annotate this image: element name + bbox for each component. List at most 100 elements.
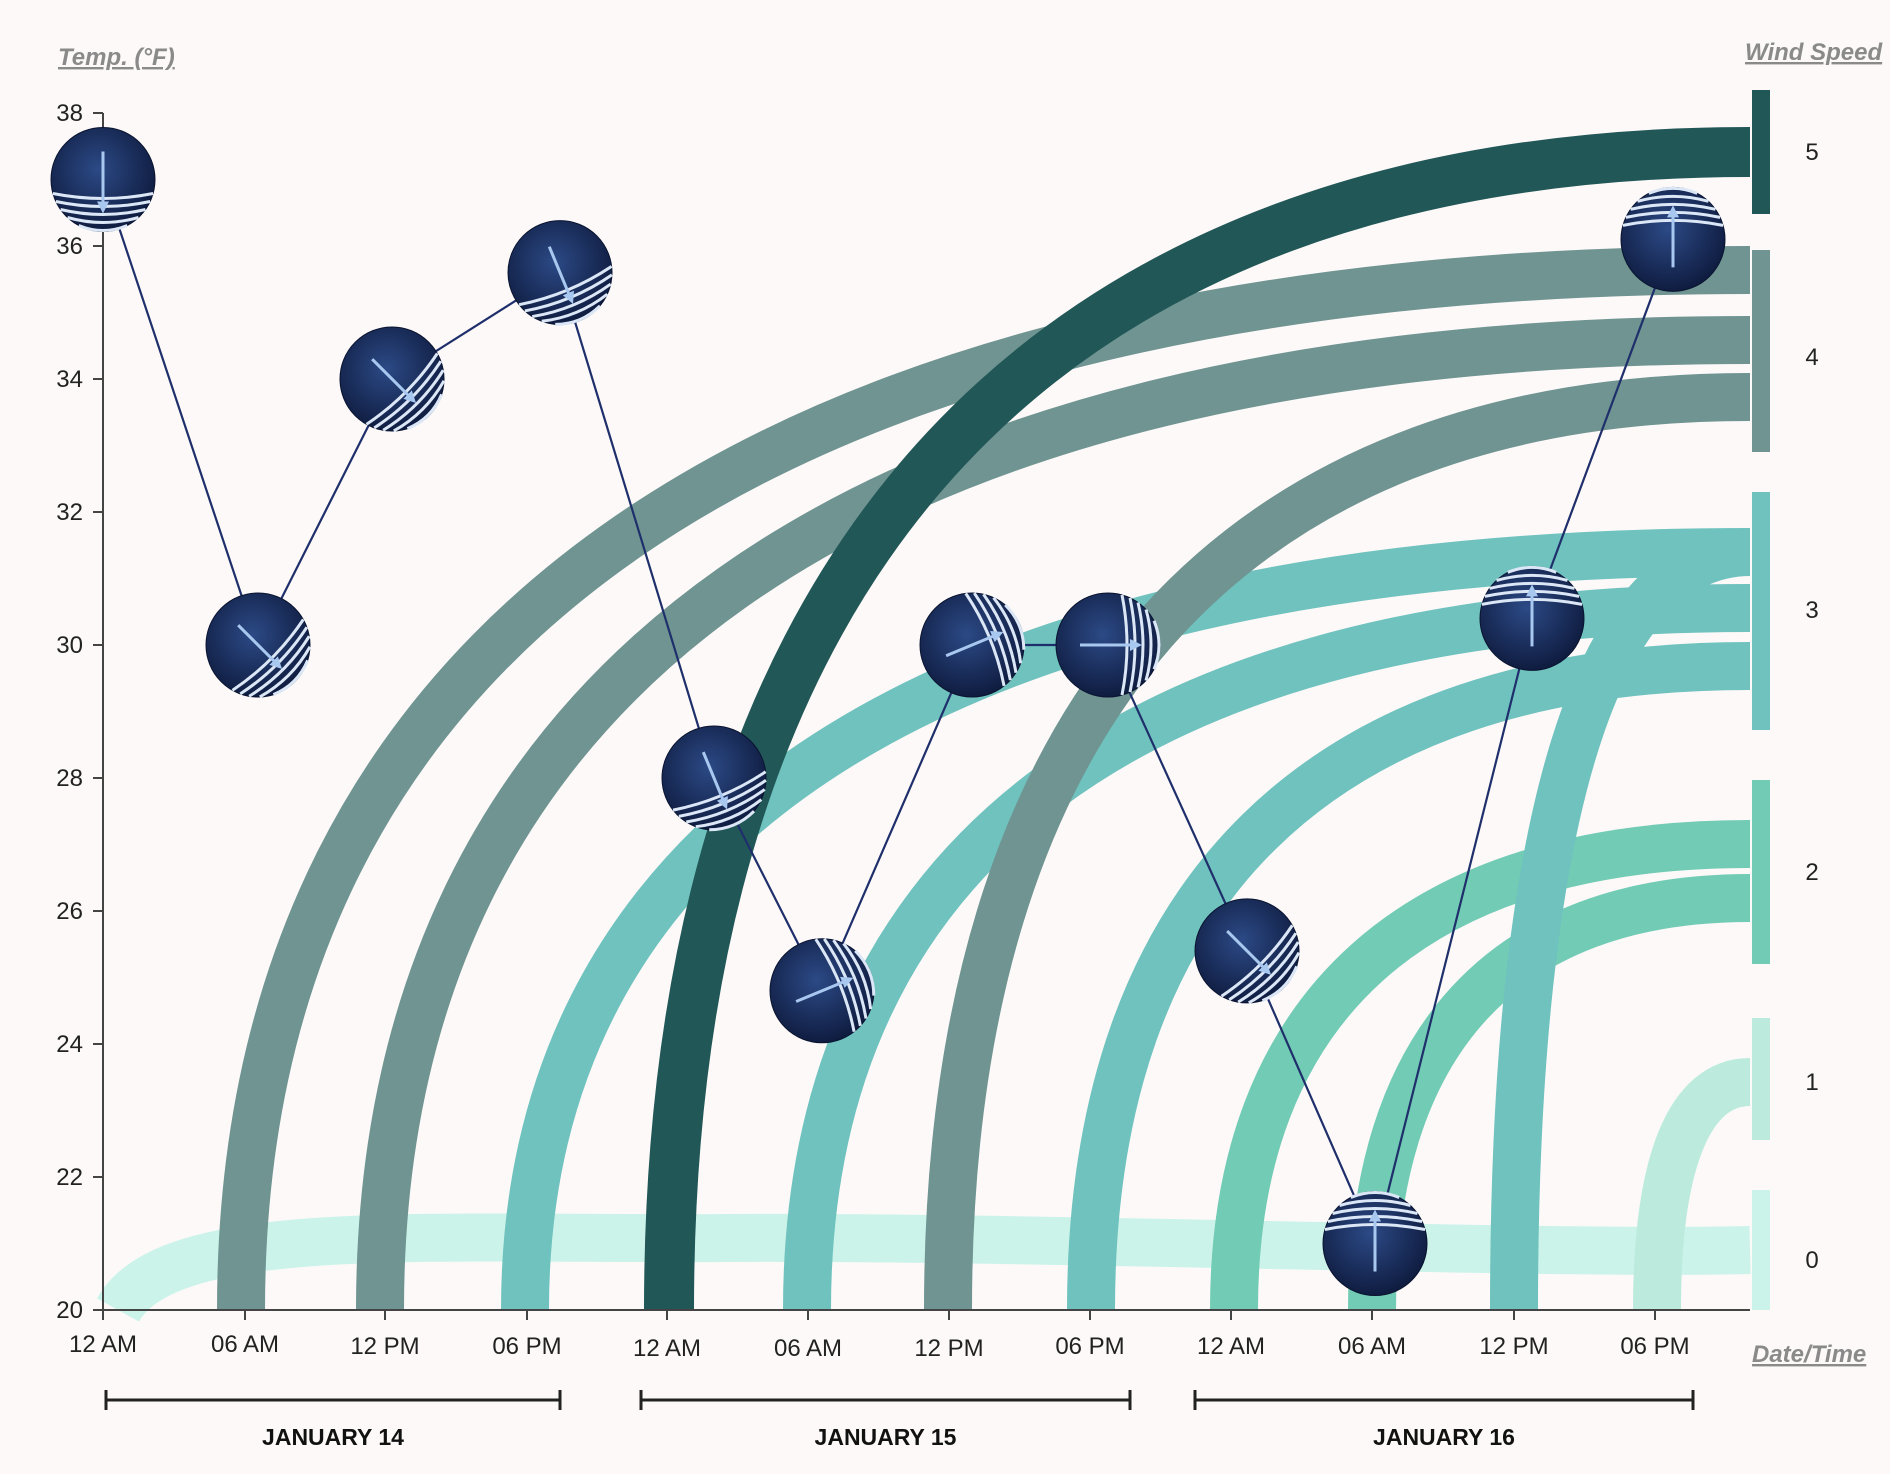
y-tick-label: 26 — [56, 898, 83, 925]
wind-direction-arrow-icon — [795, 976, 854, 1003]
wind-speed-bar — [1752, 1190, 1770, 1310]
x-tick-label: 12 PM — [914, 1335, 983, 1362]
wind-direction-arrow-icon — [701, 751, 728, 810]
x-tick-label: 06 PM — [492, 1333, 561, 1360]
wind-speed-tick-label: 0 — [1805, 1247, 1818, 1274]
wind-direction-arrow-icon — [371, 358, 417, 404]
marker-stripe — [695, 798, 763, 829]
wind-band — [217, 246, 1751, 1311]
marker-stripe — [60, 208, 146, 216]
wind-band — [356, 316, 1751, 1311]
marker-stripe — [1648, 186, 1698, 195]
y-tick-label: 34 — [56, 366, 83, 393]
marker-stripe — [1136, 602, 1145, 688]
wind-speed-bar — [1752, 250, 1770, 452]
y-axis-title: Temp. (°F) — [58, 44, 175, 71]
temperature-point-marker — [919, 592, 1026, 698]
date-group-label: JANUARY 15 — [815, 1424, 957, 1450]
y-tick-label: 38 — [56, 100, 83, 127]
temperature-point-marker — [50, 127, 156, 232]
wind-band — [644, 127, 1751, 1311]
wind-speed-bar — [1752, 492, 1770, 730]
marker-stripe — [248, 635, 311, 698]
wind-speed-tick-label: 5 — [1805, 139, 1818, 166]
x-tick-label: 06 AM — [1338, 1333, 1406, 1360]
marker-stripe — [393, 380, 446, 433]
y-tick-label: 30 — [56, 632, 83, 659]
x-axis-title: Date/Time — [1752, 1341, 1866, 1368]
marker-stripe — [854, 949, 876, 996]
marker-stripe — [1144, 609, 1153, 681]
marker-stripe — [406, 393, 444, 431]
marker-stripe — [531, 282, 612, 319]
marker-stripe — [1004, 603, 1026, 650]
temperature-point-marker — [1322, 1191, 1428, 1296]
marker-stripe — [832, 939, 868, 1019]
x-tick-label: 12 AM — [633, 1335, 701, 1362]
wind-speed-tick-label: 4 — [1805, 344, 1818, 371]
temperature-point-marker — [769, 938, 876, 1044]
y-tick-label: 32 — [56, 499, 83, 526]
y-tick-label: 20 — [56, 1297, 83, 1324]
y-tick-label: 28 — [56, 765, 83, 792]
marker-stripe — [685, 788, 766, 824]
date-group-label: JANUARY 14 — [262, 1424, 404, 1450]
marker-stripe — [541, 292, 609, 323]
wind-band — [1490, 528, 1751, 1311]
wind-speed-bar — [1752, 780, 1770, 964]
marker-stripe — [1332, 1207, 1418, 1215]
x-tick-label: 06 AM — [774, 1335, 842, 1362]
x-tick-label: 12 PM — [1479, 1333, 1548, 1360]
x-tick-label: 06 PM — [1055, 1333, 1124, 1360]
marker-stripe — [1248, 951, 1301, 1005]
marker-stripe — [842, 942, 873, 1010]
y-tick-label: 22 — [56, 1164, 83, 1191]
wind-band — [1210, 820, 1751, 1311]
temperature-point-marker — [1620, 186, 1726, 292]
temperature-point-marker — [205, 592, 312, 699]
x-tick-label: 12 AM — [1197, 1333, 1265, 1360]
temperature-point-marker — [339, 326, 446, 433]
marker-stripe — [1350, 1191, 1400, 1199]
marker-stripe — [982, 593, 1018, 674]
marker-stripe — [382, 369, 445, 432]
y-tick-label: 24 — [56, 1031, 83, 1058]
marker-stripe — [1237, 941, 1300, 1004]
temperature-point-marker — [1194, 898, 1301, 1005]
wind-band — [501, 528, 1751, 1311]
marker-stripe — [1630, 202, 1716, 211]
marker-stripe — [1489, 581, 1575, 590]
wind-band — [1633, 1058, 1752, 1311]
temperature-point-marker — [1479, 565, 1585, 671]
wind-speed-tick-label: 3 — [1805, 597, 1818, 624]
date-group-label: JANUARY 16 — [1373, 1424, 1515, 1450]
marker-stripe — [1339, 1199, 1411, 1207]
marker-stripe — [709, 810, 756, 832]
marker-stripe — [555, 304, 602, 326]
wind-speed-bar — [1752, 90, 1770, 214]
marker-stripe — [1496, 573, 1568, 582]
wind-speed-axis-title: Wind Speed — [1745, 39, 1883, 66]
wind-speed-bar — [1752, 1018, 1770, 1140]
marker-stripe — [1507, 565, 1557, 574]
x-tick-label: 06 PM — [1620, 1333, 1689, 1360]
temperature-markers — [50, 127, 1726, 1296]
wind-direction-arrow-icon — [547, 246, 574, 305]
marker-stripe — [78, 224, 128, 232]
marker-stripe — [272, 659, 310, 697]
marker-stripe — [1152, 620, 1161, 670]
wind-direction-arrow-icon — [237, 624, 283, 670]
marker-stripe — [1637, 194, 1709, 203]
wind-direction-arrow-icon — [945, 631, 1004, 658]
x-tick-label: 12 AM — [69, 1331, 137, 1358]
wind-direction-arrow-icon — [1226, 930, 1272, 975]
wind-speed-tick-label: 1 — [1805, 1069, 1818, 1096]
marker-stripe — [1261, 965, 1299, 1002]
x-tick-label: 06 AM — [211, 1331, 279, 1358]
temperature-point-marker — [1055, 592, 1161, 698]
temperature-point-marker — [661, 725, 767, 832]
wind-speed-tick-label: 2 — [1805, 859, 1818, 886]
marker-stripe — [67, 216, 139, 224]
